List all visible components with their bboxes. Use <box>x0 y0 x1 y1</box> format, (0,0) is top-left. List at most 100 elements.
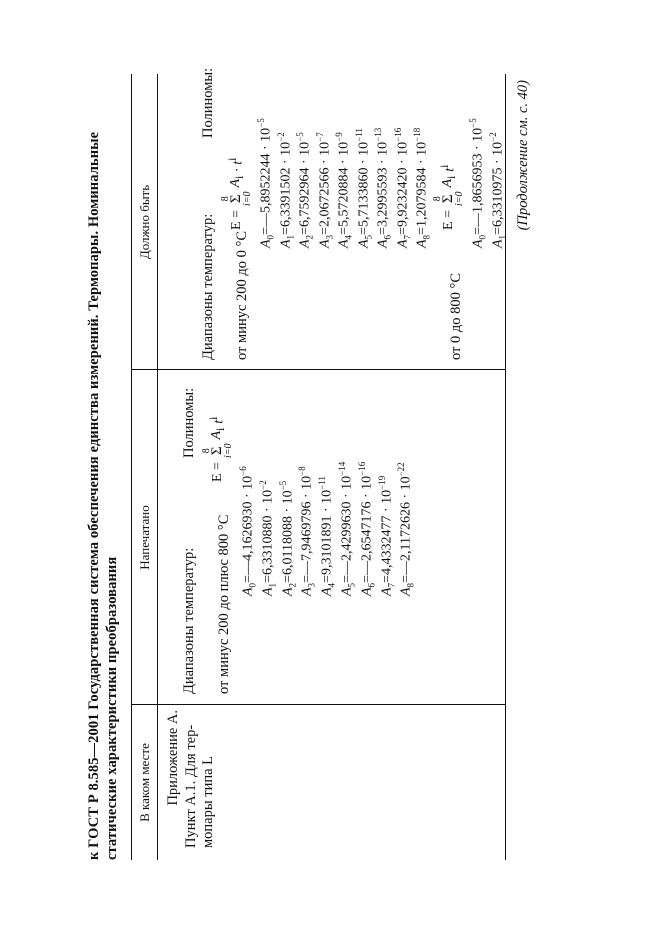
continuation-note: (Продолжение см. с. 40) <box>515 80 531 231</box>
coef-index: 7 <box>401 234 412 240</box>
coef-value: =6,3391502 · 10 <box>278 141 294 235</box>
coef-value: =—4,1626930 · 10 <box>240 475 256 583</box>
col-header-location: В каком месте <box>137 743 152 822</box>
coef-index: 2 <box>287 582 298 588</box>
coef-exponent: −5 <box>295 132 305 142</box>
coef-value: =4,4332477 · 10 <box>379 489 395 583</box>
formula-power: ti <box>207 417 228 424</box>
coef-exponent: −5 <box>468 118 478 128</box>
coefficient-row: A4=9,3101891 · 10−11 <box>317 476 336 596</box>
power-exponent: i <box>207 416 221 420</box>
coefficient-row: A2=6,7592964 · 10−5 <box>295 132 314 248</box>
coefficient-row: A0=—5,8952244 · 10−5 <box>256 118 275 248</box>
coefficient-row: A2=6,0118088 · 10−5 <box>278 481 297 596</box>
coef-exponent: −11 <box>317 476 328 490</box>
printed-range: от минус 200 до плюс 800 °С <box>216 514 232 694</box>
coef-symbol: A <box>395 239 411 248</box>
coef-symbol: A <box>297 239 313 248</box>
coef-index: 5 <box>346 582 357 588</box>
coef-index: 1 <box>267 582 278 588</box>
column-divider-1 <box>131 704 505 705</box>
power-exponent: i <box>438 164 452 168</box>
coef-value: =5,5720884 · 10 <box>336 141 352 235</box>
coefficient-row: A1=6,3310880 · 10−2 <box>258 480 277 596</box>
coef-symbol: A <box>280 587 296 596</box>
printed-ranges-label: Диапазоны температур: <box>181 547 197 694</box>
coef-symbol: A <box>300 587 316 596</box>
coef-symbol: A <box>356 239 372 248</box>
header-line-2: статические характеристики преобразовани… <box>104 556 120 860</box>
coefficient-row: A0=—1,8656953 · 10−5 <box>468 118 487 248</box>
sum-lower-limit: i=0 <box>242 191 253 207</box>
coef-exponent: −19 <box>376 475 387 490</box>
coef-index: 4 <box>343 234 354 240</box>
coef-symbol: A <box>336 239 352 248</box>
coef-value: =9,9232420 · 10 <box>395 141 411 235</box>
sum-lower-limit: i=0 <box>454 191 465 207</box>
coef-symbol: A <box>359 587 375 596</box>
formula-term: Ai <box>228 176 246 188</box>
coef-symbol: A <box>260 587 276 596</box>
coef-exponent: −9 <box>334 132 344 142</box>
table-top-border <box>131 74 132 860</box>
coefficient-row: A7=9,9232420 · 10−16 <box>393 128 412 248</box>
power-exponent: i <box>226 157 240 161</box>
correct-range-2: от 0 до 800 °С <box>448 273 464 360</box>
col-header-printed: Напечатано <box>137 505 152 570</box>
coef-index: 8 <box>405 582 416 588</box>
coef-exponent: −2 <box>257 480 268 490</box>
term-subscript: i <box>444 175 458 179</box>
coef-symbol: A <box>375 239 391 248</box>
coef-value: =—2,1172626 · 10 <box>399 476 415 583</box>
coef-symbol: A <box>379 587 395 596</box>
header-line-1: к ГОСТ Р 8.585—2001 Государственная сист… <box>86 131 102 860</box>
coef-symbol: A <box>240 587 256 596</box>
coef-index: 6 <box>382 234 393 240</box>
term-subscript: i <box>232 175 246 179</box>
formula-lhs: E = <box>209 462 225 482</box>
coef-value: =—2,4299630 · 10 <box>339 475 355 583</box>
coefficient-row: A1=6,3391502 · 10−2 <box>276 132 295 248</box>
table-header-border <box>157 74 158 860</box>
coef-value: =9,3101891 · 10 <box>319 489 335 583</box>
coef-index: 6 <box>366 582 377 588</box>
power-base: t <box>211 419 227 424</box>
correct-polynomials-label: Полиномы: <box>200 67 216 138</box>
coef-symbol: A <box>470 239 486 248</box>
coef-exponent: −2 <box>275 132 286 142</box>
coef-value: =3,2995593 · 10 <box>375 141 391 235</box>
coefficient-row: A1=6,3310975 · 10−2 <box>488 132 507 248</box>
coefficient-row: A8=—2,1172626 · 10−22 <box>396 462 415 596</box>
formula-lhs: E = <box>440 210 456 230</box>
coef-symbol: A <box>278 239 294 248</box>
coef-exponent: −6 <box>238 466 248 476</box>
location-line-3: мопары типа L <box>200 755 216 848</box>
term-symbol: A <box>439 178 455 188</box>
coef-value: =1,2079584 · 10 <box>414 141 430 235</box>
coef-exponent: −14 <box>337 461 347 476</box>
coefficient-row: A5=—2,4299630 · 10−14 <box>337 462 356 596</box>
coef-index: 8 <box>421 234 432 240</box>
coef-value: =—7,9469796 · 10 <box>300 475 316 583</box>
coef-exponent: −7 <box>314 132 325 142</box>
coef-value: =6,0118088 · 10 <box>280 490 296 583</box>
location-line-1: Приложение А. <box>165 710 181 806</box>
coef-symbol: A <box>258 239 274 248</box>
formula-term: Ai <box>440 176 458 188</box>
correct-ranges-label: Диапазоны температур: <box>200 213 216 360</box>
coef-exponent: −16 <box>392 127 403 142</box>
coef-index: 1 <box>496 234 507 240</box>
coef-exponent: −11 <box>353 128 364 142</box>
term-symbol: A <box>208 430 224 440</box>
coef-value: =6,3310975 · 10 <box>490 141 506 235</box>
coef-index: 0 <box>265 234 276 240</box>
coefficient-row: A6=3,2995593 · 10−13 <box>373 128 392 248</box>
coefficient-row: A6=—2,6547176 · 10−16 <box>357 462 376 596</box>
coefficient-row: A8=1,2079584 · 10−18 <box>412 128 431 248</box>
